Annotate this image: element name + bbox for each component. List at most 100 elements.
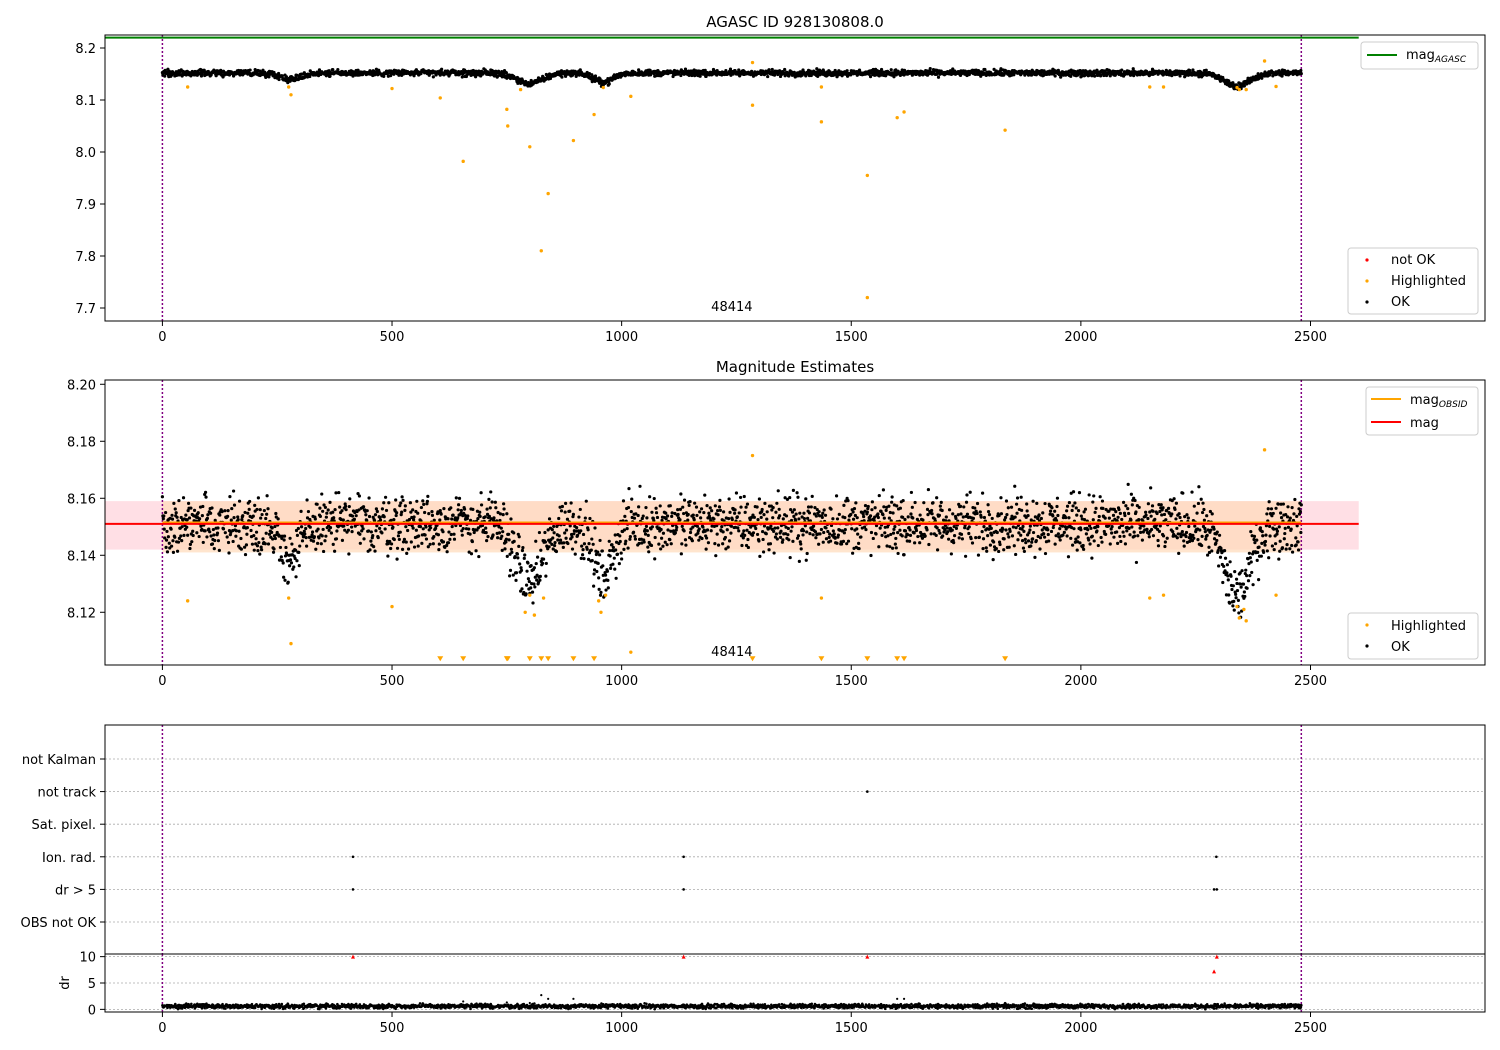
ok-point bbox=[266, 507, 270, 511]
ok-point bbox=[561, 545, 565, 549]
ok-point bbox=[223, 509, 227, 513]
ok-point bbox=[761, 537, 765, 542]
ok-point bbox=[1158, 524, 1162, 528]
ok-point bbox=[851, 517, 856, 521]
ok-point bbox=[706, 541, 711, 545]
ok-point bbox=[1156, 538, 1160, 543]
ok-point bbox=[259, 545, 263, 549]
ok-point bbox=[605, 569, 610, 573]
ok-point bbox=[870, 508, 874, 512]
ok-point bbox=[519, 566, 523, 570]
ok-point bbox=[1264, 533, 1268, 537]
ok-point bbox=[425, 502, 429, 506]
ok-point bbox=[361, 505, 366, 509]
ok-point bbox=[204, 495, 208, 499]
ok-point bbox=[258, 508, 262, 512]
ok-point bbox=[988, 543, 993, 547]
legend-marker-not-ok bbox=[1365, 258, 1369, 262]
ok-point bbox=[755, 505, 759, 509]
ok-point bbox=[716, 509, 720, 513]
ok-point bbox=[946, 530, 950, 534]
ok-point bbox=[581, 548, 585, 552]
ok-point bbox=[276, 517, 280, 521]
ok-point bbox=[1099, 535, 1103, 540]
ok-point bbox=[1219, 546, 1223, 550]
ok-point bbox=[852, 507, 857, 511]
ok-point bbox=[570, 535, 574, 539]
ok-point bbox=[564, 536, 568, 540]
panel-agasc-legend-top: magAGASC bbox=[1360, 41, 1479, 70]
ok-point bbox=[1146, 516, 1150, 521]
ok-point bbox=[832, 532, 836, 536]
ok-point bbox=[364, 513, 368, 517]
ok-point bbox=[821, 511, 825, 515]
ok-point bbox=[661, 531, 666, 535]
highlighted-point bbox=[438, 96, 442, 100]
ok-point bbox=[459, 511, 463, 515]
ok-point bbox=[568, 524, 572, 528]
panel-agasc-x-axis: 0 500 1000 1500 2000 2500 bbox=[158, 321, 1327, 345]
ok-point bbox=[1223, 549, 1227, 553]
ok-point bbox=[805, 530, 809, 534]
ok-point bbox=[888, 545, 892, 549]
ok-point bbox=[347, 504, 351, 509]
ok-point bbox=[1062, 530, 1066, 534]
ok-point bbox=[446, 517, 450, 521]
ok-point bbox=[300, 539, 305, 543]
ok-point bbox=[699, 516, 703, 520]
ok-point bbox=[566, 541, 570, 546]
ok-point bbox=[1125, 529, 1129, 533]
ok-point bbox=[906, 533, 910, 537]
ok-point bbox=[1263, 543, 1267, 547]
ok-point bbox=[604, 588, 608, 592]
ok-point bbox=[500, 548, 504, 552]
ok-point bbox=[483, 515, 487, 519]
ok-point bbox=[1239, 585, 1243, 589]
ok-point bbox=[988, 524, 992, 528]
ok-point bbox=[400, 510, 404, 514]
ok-point bbox=[1075, 548, 1079, 552]
ok-point bbox=[386, 554, 390, 558]
ok-point bbox=[1186, 516, 1190, 520]
ok-point bbox=[829, 507, 833, 511]
ok-point bbox=[243, 545, 247, 549]
ok-point bbox=[1217, 73, 1221, 78]
ok-point bbox=[1121, 530, 1125, 534]
ok-point bbox=[648, 495, 652, 499]
ok-point bbox=[956, 513, 960, 517]
ok-point bbox=[468, 532, 472, 536]
ok-point bbox=[1272, 547, 1276, 552]
ok-point bbox=[1028, 528, 1032, 532]
ok-point bbox=[298, 544, 302, 548]
highlighted-point bbox=[1148, 85, 1152, 89]
ok-point bbox=[535, 578, 539, 582]
ok-point bbox=[563, 531, 567, 535]
ok-point bbox=[394, 513, 398, 518]
ok-point bbox=[757, 497, 762, 501]
ok-point bbox=[1190, 539, 1195, 543]
ok-point bbox=[693, 501, 697, 505]
ok-point bbox=[1043, 501, 1047, 506]
ok-point bbox=[939, 500, 943, 504]
ok-point bbox=[951, 512, 955, 516]
ok-point bbox=[1246, 579, 1251, 583]
ok-point bbox=[978, 510, 982, 514]
y-tick-label: 8.1 bbox=[75, 94, 96, 109]
ok-point bbox=[864, 527, 868, 532]
ok-point bbox=[399, 501, 403, 505]
ok-point bbox=[1199, 497, 1203, 501]
ok-point bbox=[992, 540, 996, 544]
ok-point bbox=[1275, 532, 1279, 536]
ok-point bbox=[811, 533, 815, 537]
ok-point bbox=[403, 508, 407, 512]
ok-point bbox=[1053, 542, 1057, 546]
ok-point bbox=[501, 513, 505, 517]
highlighted-point bbox=[546, 191, 550, 196]
ok-point bbox=[796, 534, 801, 538]
ok-point bbox=[921, 518, 925, 522]
ok-point bbox=[802, 511, 806, 515]
ok-point bbox=[795, 536, 800, 540]
ok-point bbox=[164, 510, 168, 515]
ok-point bbox=[177, 73, 181, 77]
ok-point bbox=[1034, 538, 1038, 543]
